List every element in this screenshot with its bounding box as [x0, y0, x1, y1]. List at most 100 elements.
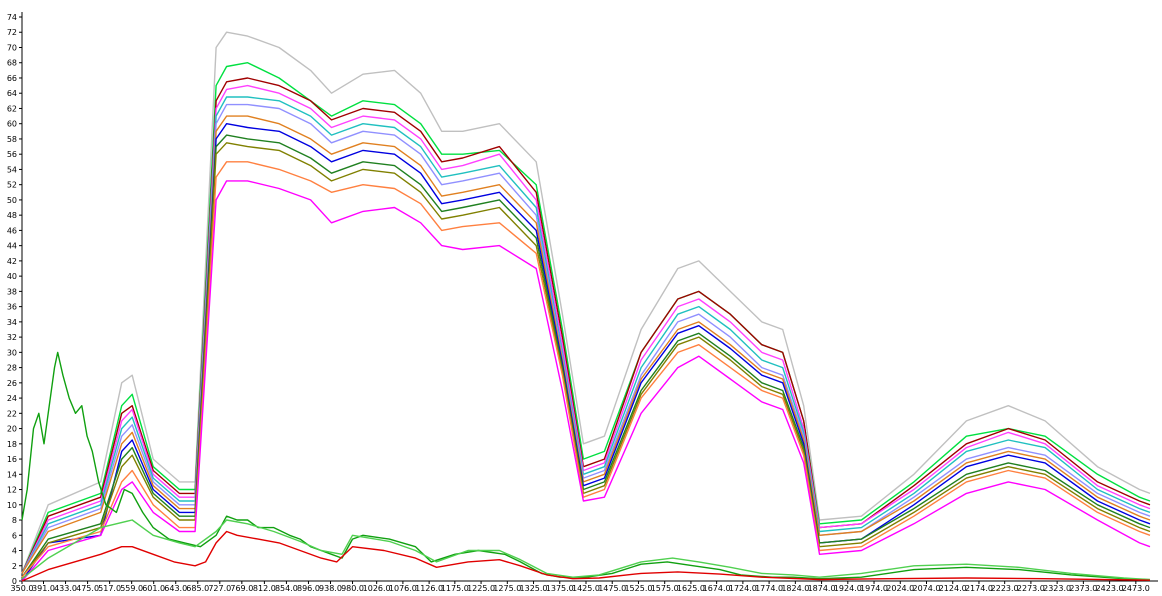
series-line-10 [21, 142, 1151, 578]
x-tick-label: 1774.0 [755, 584, 783, 591]
x-tick-label: 391.0 [32, 584, 55, 591]
y-tick-label: 4 [12, 547, 17, 556]
x-tick-label: 1674.0 [703, 584, 731, 591]
x-tick-label: 2323.0 [1043, 584, 1071, 591]
series-line-1 [21, 31, 1151, 574]
y-tick-label: 48 [7, 211, 17, 220]
y-tick-label: 66 [7, 74, 17, 83]
series-line-12 [21, 180, 1151, 582]
y-tick-label: 56 [7, 150, 17, 159]
x-tick-label: 1874.0 [808, 584, 836, 591]
x-tick-label: 517.0 [98, 584, 121, 591]
y-tick-label: 68 [7, 59, 17, 68]
x-tick-label: 2024.0 [886, 584, 914, 591]
y-tick-label: 8 [12, 516, 17, 525]
y-tick-label: 18 [7, 440, 17, 449]
x-tick-label: 350.0 [11, 584, 34, 591]
x-tick-label: 1275.0 [493, 584, 521, 591]
series-line-2 [21, 62, 1151, 574]
series-line-5 [21, 96, 1151, 574]
y-tick-label: 38 [7, 287, 17, 296]
x-tick-label: 1175.0 [441, 584, 469, 591]
series-line-11 [21, 161, 1151, 578]
series-lines [21, 31, 1151, 582]
x-tick-label: 559.0 [120, 584, 143, 591]
y-tick-label: 54 [7, 165, 17, 174]
y-tick-label: 58 [7, 135, 17, 144]
x-tick-label: 812.0 [253, 584, 276, 591]
y-tick-label: 12 [7, 486, 17, 495]
y-tick-label: 46 [7, 226, 17, 235]
x-tick-label: 2273.0 [1017, 584, 1045, 591]
x-tick-label: 1225.0 [467, 584, 495, 591]
x-tick-label: 1525.0 [624, 584, 652, 591]
x-tick-label: 727.0 [208, 584, 231, 591]
y-tick-label: 22 [7, 409, 17, 418]
y-tick-label: 16 [7, 455, 17, 464]
series-line-8 [21, 123, 1151, 582]
x-tick-label: 1425.0 [572, 584, 600, 591]
y-tick-label: 0 [12, 577, 17, 586]
series-line-6 [21, 103, 1151, 574]
x-tick-label: 938.0 [319, 584, 342, 591]
x-tick-label: 2373.0 [1069, 584, 1097, 591]
series-line-3 [21, 77, 1151, 574]
x-tick-label: 1575.0 [651, 584, 679, 591]
x-tick-label: 1625.0 [677, 584, 705, 591]
y-tick-label: 74 [7, 13, 17, 22]
x-tick-label: 643.0 [164, 584, 187, 591]
y-tick-label: 44 [7, 242, 17, 251]
x-tick-label: 854.0 [275, 584, 298, 591]
x-tick-label: 601.0 [142, 584, 165, 591]
x-tick-label: 1076.0 [389, 584, 417, 591]
y-tick-label: 72 [7, 28, 17, 37]
y-tick-label: 70 [7, 43, 17, 52]
y-tick-label: 34 [7, 318, 17, 327]
x-tick-label: 1724.0 [729, 584, 757, 591]
y-tick-label: 42 [7, 257, 17, 266]
x-tick-label: 1974.0 [860, 584, 888, 591]
x-tick-label: 1375.0 [546, 584, 574, 591]
series-line-13 [21, 351, 1151, 581]
x-tick-label: 2473.0 [1122, 584, 1150, 591]
x-tick-label: 433.0 [54, 584, 77, 591]
y-tick-label: 28 [7, 364, 17, 373]
x-tick-label: 2074.0 [912, 584, 940, 591]
x-tick-label: 475.0 [76, 584, 99, 591]
x-tick-label: 2423.0 [1096, 584, 1124, 591]
series-line-15 [21, 530, 1151, 582]
series-line-14 [21, 519, 1151, 581]
x-tick-label: 1325.0 [520, 584, 548, 591]
x-tick-label: 1824.0 [781, 584, 809, 591]
y-tick-label: 32 [7, 333, 17, 342]
y-tick-label: 52 [7, 181, 17, 190]
y-tick-label: 62 [7, 104, 17, 113]
y-tick-label: 20 [7, 425, 17, 434]
x-tick-label: 685.0 [186, 584, 209, 591]
y-tick-label: 6 [12, 531, 17, 540]
x-tick-label: 980.0 [341, 584, 364, 591]
x-tick-label: 2223.0 [991, 584, 1019, 591]
x-tick-label: 1924.0 [834, 584, 862, 591]
y-tick-label: 2 [12, 562, 17, 571]
x-tick-label: 769.0 [230, 584, 253, 591]
y-axis: 0246810121416182022242628303234363840424… [7, 12, 23, 586]
y-tick-label: 64 [7, 89, 17, 98]
y-tick-label: 36 [7, 303, 17, 312]
y-tick-label: 24 [7, 394, 17, 403]
y-tick-label: 60 [7, 120, 17, 129]
series-line-9 [21, 134, 1151, 578]
x-tick-label: 896.0 [297, 584, 320, 591]
x-tick-label: 2174.0 [965, 584, 993, 591]
y-tick-label: 26 [7, 379, 17, 388]
y-tick-label: 30 [7, 348, 17, 357]
y-tick-label: 14 [7, 470, 17, 479]
x-tick-label: 1475.0 [598, 584, 626, 591]
x-tick-label: 1126.0 [415, 584, 443, 591]
x-tick-label: 2124.0 [939, 584, 967, 591]
series-line-4 [21, 84, 1151, 574]
y-tick-label: 10 [7, 501, 17, 510]
